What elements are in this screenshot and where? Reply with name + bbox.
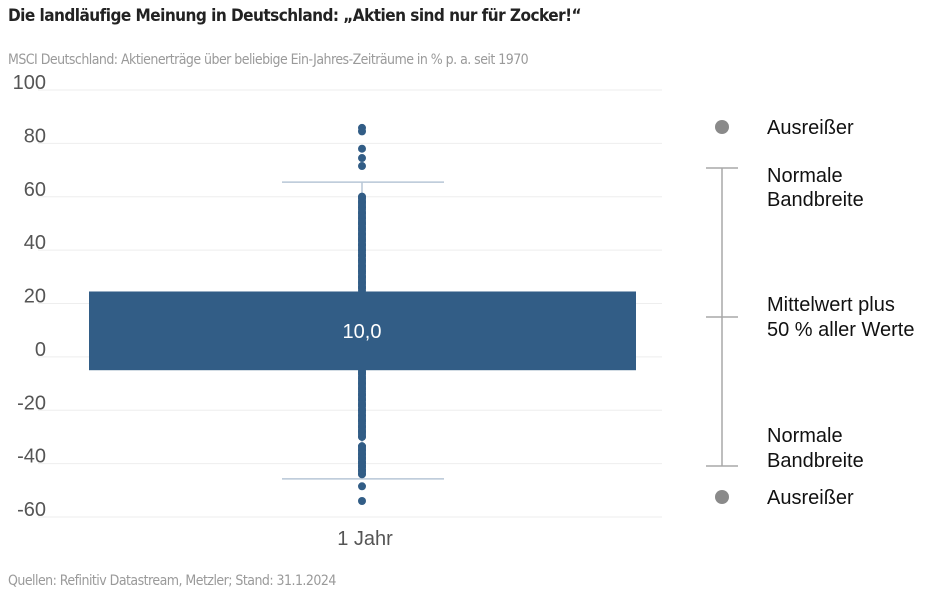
legend-outlier-bottom: Ausreißer xyxy=(767,487,854,509)
box xyxy=(89,291,636,371)
y-tick-label: 20 xyxy=(24,286,46,308)
source-note: Quellen: Refinitiv Datastream, Metzler; … xyxy=(8,573,336,589)
data-point xyxy=(358,144,366,153)
chart-subtitle: MSCI Deutschland: Aktienerträge über bel… xyxy=(8,52,529,68)
legend-band-top-2: Bandbreite xyxy=(767,189,864,211)
y-tick-label: 60 xyxy=(24,179,46,201)
legend-middle-2: 50 % aller Werte xyxy=(767,319,914,341)
y-tick-label: 0 xyxy=(35,339,46,361)
legend-band-top-1: Normale xyxy=(767,165,843,187)
data-point xyxy=(358,162,366,171)
y-tick-label: -60 xyxy=(17,499,46,521)
y-tick-label: 100 xyxy=(13,72,46,94)
legend-outlier-top-icon xyxy=(715,120,729,134)
legend-outlier-bottom-icon xyxy=(715,490,729,504)
data-point xyxy=(358,470,366,479)
legend-band-bottom-2: Bandbreite xyxy=(767,450,864,472)
box-label: 10,0 xyxy=(343,321,382,343)
y-tick-label: -40 xyxy=(17,446,46,468)
chart-title: Die landläufige Meinung in Deutschland: … xyxy=(8,6,582,25)
legend-band-bottom-1: Normale xyxy=(767,425,843,447)
data-point xyxy=(358,496,366,505)
y-tick-label: 80 xyxy=(24,125,46,147)
y-tick-label: 40 xyxy=(24,232,46,254)
legend-middle-1: Mittelwert plus xyxy=(767,294,895,316)
x-tick-label: 1 Jahr xyxy=(337,528,393,550)
data-point xyxy=(358,482,366,491)
data-point xyxy=(358,154,366,163)
legend: Ausreißer Normale Bandbreite Mittelwert … xyxy=(706,117,914,509)
legend-outlier-top: Ausreißer xyxy=(767,117,854,139)
data-point xyxy=(358,127,366,136)
y-tick-label: -20 xyxy=(17,392,46,414)
data-point xyxy=(358,432,366,441)
